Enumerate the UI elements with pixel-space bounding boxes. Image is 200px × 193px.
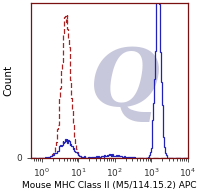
Y-axis label: Count: Count — [3, 65, 13, 96]
Text: Q: Q — [90, 45, 160, 122]
X-axis label: Mouse MHC Class II (M5/114.15.2) APC: Mouse MHC Class II (M5/114.15.2) APC — [22, 180, 197, 190]
